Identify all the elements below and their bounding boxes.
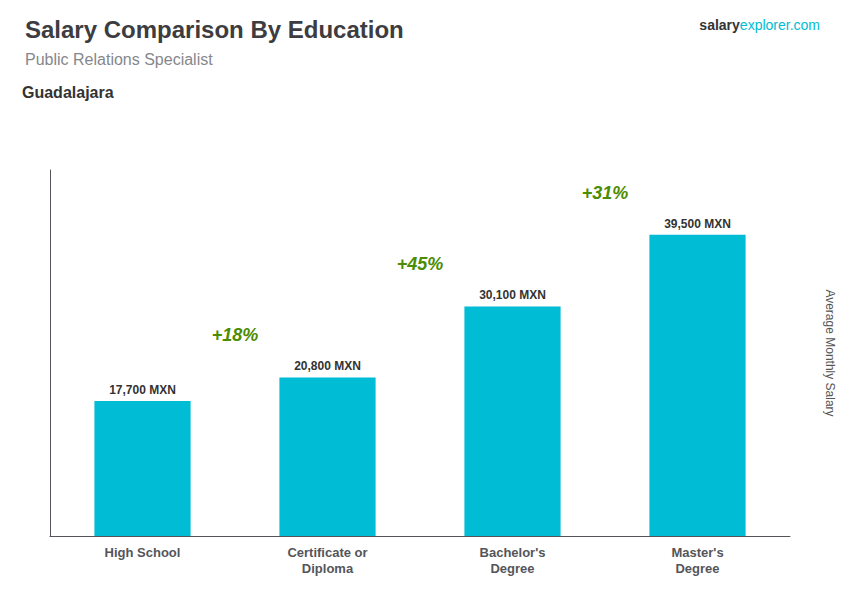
svg-text:39,500 MXN: 39,500 MXN: [664, 217, 731, 231]
svg-text:salary: salary: [699, 17, 740, 33]
svg-text:+18%: +18%: [212, 325, 259, 345]
svg-text:Degree: Degree: [675, 561, 719, 576]
svg-text:Bachelor's: Bachelor's: [480, 545, 546, 560]
svg-text:Public Relations Specialist: Public Relations Specialist: [25, 51, 213, 68]
svg-text:17,700 MXN: 17,700 MXN: [109, 383, 176, 397]
svg-text:Salary Comparison By Education: Salary Comparison By Education: [25, 16, 404, 43]
svg-text:20,800 MXN: 20,800 MXN: [294, 359, 361, 373]
svg-text:Master's: Master's: [671, 545, 723, 560]
svg-text:Diploma: Diploma: [302, 561, 354, 576]
svg-text:explorer.com: explorer.com: [740, 17, 820, 33]
svg-text:+45%: +45%: [397, 254, 444, 274]
svg-text:Guadalajara: Guadalajara: [22, 84, 114, 101]
svg-text:Average Monthly Salary: Average Monthly Salary: [823, 289, 837, 416]
svg-text:30,100 MXN: 30,100 MXN: [479, 288, 546, 302]
svg-text:Certificate or: Certificate or: [287, 545, 367, 560]
svg-text:Degree: Degree: [490, 561, 534, 576]
svg-text:+31%: +31%: [582, 183, 629, 203]
svg-text:High School: High School: [105, 545, 181, 560]
